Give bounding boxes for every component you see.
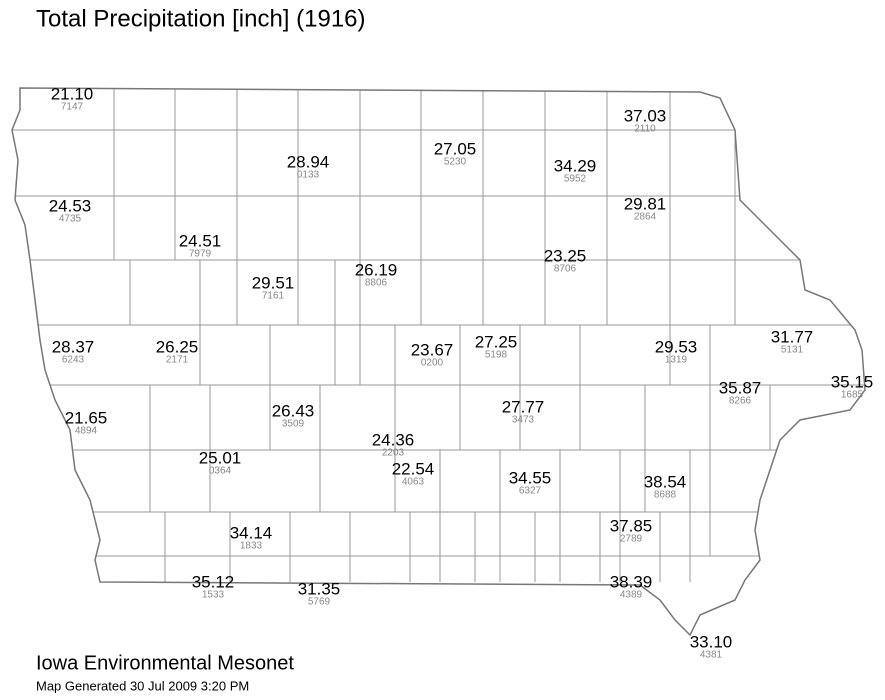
station-id: 2110 [634,124,656,135]
map-title: Total Precipitation [inch] (1916) [36,5,366,32]
footer-generated: Map Generated 30 Jul 2009 3:20 PM [36,678,249,693]
station-value: 34.29 [554,156,597,175]
station-id: 2789 [620,534,643,545]
station-id: 2864 [634,212,657,223]
station-value: 22.54 [392,459,435,478]
station-value: 26.25 [156,337,199,356]
station-value: 27.05 [434,139,477,158]
station-id: 2171 [166,355,189,366]
station-id: 4735 [59,214,82,225]
county-grid [12,88,865,582]
station-value: 24.51 [179,231,222,250]
station-value: 31.35 [298,579,341,598]
station-id: 6327 [519,486,542,497]
station-id: 7147 [61,102,84,113]
station-value: 25.01 [199,448,242,467]
station-value: 21.10 [51,84,94,103]
station-id: 1833 [240,541,263,552]
station-value: 24.53 [49,196,92,215]
station-value: 28.37 [52,337,95,356]
station-value: 38.39 [610,572,653,591]
station-value: 34.14 [230,523,273,542]
station-id: 1685 [841,390,864,401]
station-id: 4381 [700,650,723,661]
station-id: 5952 [564,174,587,185]
station-id: 4894 [75,426,98,437]
station-value: 37.85 [610,516,653,535]
station-value: 23.25 [544,246,587,265]
station-id: 2203 [382,448,405,459]
station-id: 7161 [262,291,285,302]
footer-organization: Iowa Environmental Mesonet [36,652,294,674]
station-id: 8706 [554,264,577,275]
station-value: 37.03 [624,106,667,125]
station-value: 21.65 [65,408,108,427]
station-value: 29.53 [655,337,698,356]
station-id: 1533 [202,590,225,601]
station-id: 7979 [189,249,212,260]
station-id: 5769 [308,597,331,608]
station-value: 31.77 [771,327,814,346]
station-value: 33.10 [690,632,733,651]
station-id: 4063 [402,477,425,488]
station-value: 35.87 [719,378,762,397]
station-id: 3473 [512,415,535,426]
station-id: 8688 [654,490,677,501]
station-value: 27.25 [475,332,518,351]
station-id: 5131 [781,345,804,356]
station-value: 26.43 [272,401,315,420]
station-value: 38.54 [644,472,687,491]
station-id: 0200 [421,358,444,369]
station-id: 3509 [282,419,305,430]
station-id: 1319 [665,355,688,366]
station-value: 28.94 [287,152,330,171]
station-value: 29.81 [624,194,667,213]
station-value: 23.67 [411,340,454,359]
station-value: 29.51 [252,273,295,292]
station-id: 8806 [365,278,388,289]
station-value: 35.15 [831,372,874,391]
station-id: 0364 [209,466,232,477]
station-value: 24.36 [372,430,415,449]
station-id: 4389 [620,590,643,601]
station-id: 0133 [297,170,320,181]
station-id: 5230 [444,157,467,168]
station-value: 27.77 [502,397,545,416]
station-value: 35.12 [192,572,235,591]
station-id: 6243 [62,355,85,366]
station-value: 34.55 [509,468,552,487]
station-value: 26.19 [355,260,398,279]
station-id: 8266 [729,396,752,407]
station-id: 5198 [485,350,508,361]
